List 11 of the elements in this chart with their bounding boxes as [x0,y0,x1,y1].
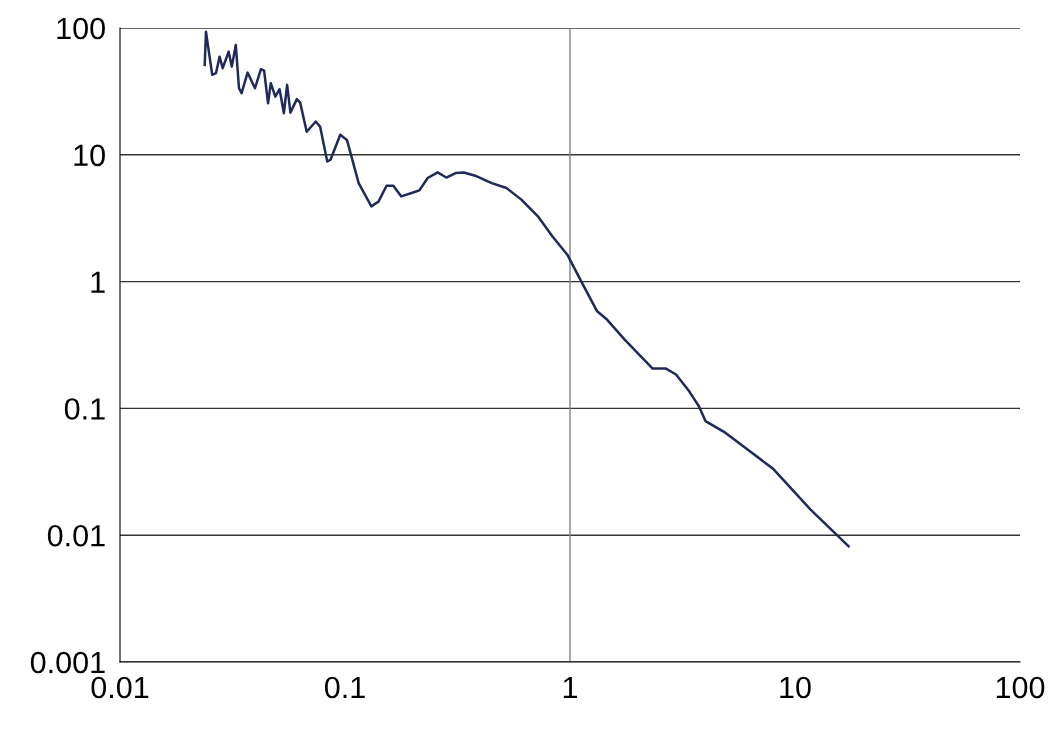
y-tick-label: 0.01 [47,524,105,547]
x-tick-label: 1 [563,677,578,699]
x-tick-label: 0.01 [91,676,149,699]
y-tick-label: 100 [57,17,105,40]
y-tick-label: 1 [91,271,105,293]
y-tick-label: 0.001 [30,651,105,674]
x-tick-label: 0.1 [324,676,365,699]
x-tick-label: 100 [996,676,1045,699]
y-tick-label: 10 [74,144,105,167]
x-tick-label: 10 [780,676,811,699]
y-tick-label: 0.1 [64,398,105,420]
